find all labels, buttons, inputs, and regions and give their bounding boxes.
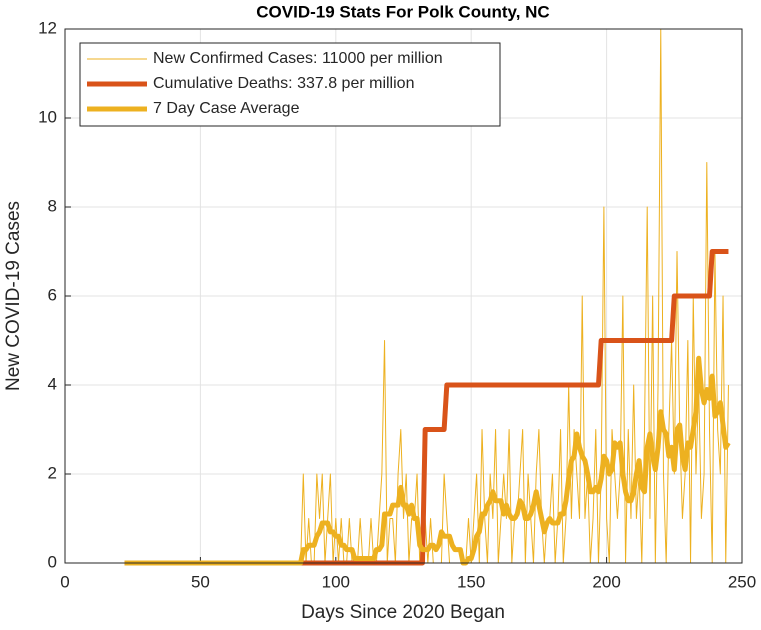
legend-label: New Confirmed Cases: 11000 per million	[153, 50, 443, 67]
x-tick-label: 200	[592, 572, 620, 591]
axes-box	[64, 28, 743, 564]
y-tick-label: 12	[38, 18, 57, 37]
x-tick-label: 0	[60, 572, 69, 591]
legend-label: Cumulative Deaths: 337.8 per million	[153, 75, 414, 92]
y-tick-label: 6	[48, 285, 57, 304]
y-tick-label: 8	[48, 196, 57, 215]
y-tick-label: 0	[48, 552, 57, 571]
x-tick-label: 100	[322, 572, 350, 591]
y-tick-label: 10	[38, 107, 57, 126]
x-tick-label: 50	[191, 572, 210, 591]
chart-title: COVID-19 Stats For Polk County, NC	[256, 2, 549, 21]
y-tick-label: 2	[48, 463, 57, 482]
y-axis-label: New COVID-19 Cases	[3, 201, 24, 391]
legend-label: 7 Day Case Average	[153, 100, 300, 117]
x-axis-label: Days Since 2020 Began	[301, 602, 505, 623]
legend-box	[79, 42, 501, 127]
x-tick-label: 250	[728, 572, 756, 591]
legend: New Confirmed Cases: 11000 per million Cu…	[79, 42, 501, 127]
y-tick-label: 4	[48, 374, 57, 393]
x-tick-label: 150	[457, 572, 485, 591]
